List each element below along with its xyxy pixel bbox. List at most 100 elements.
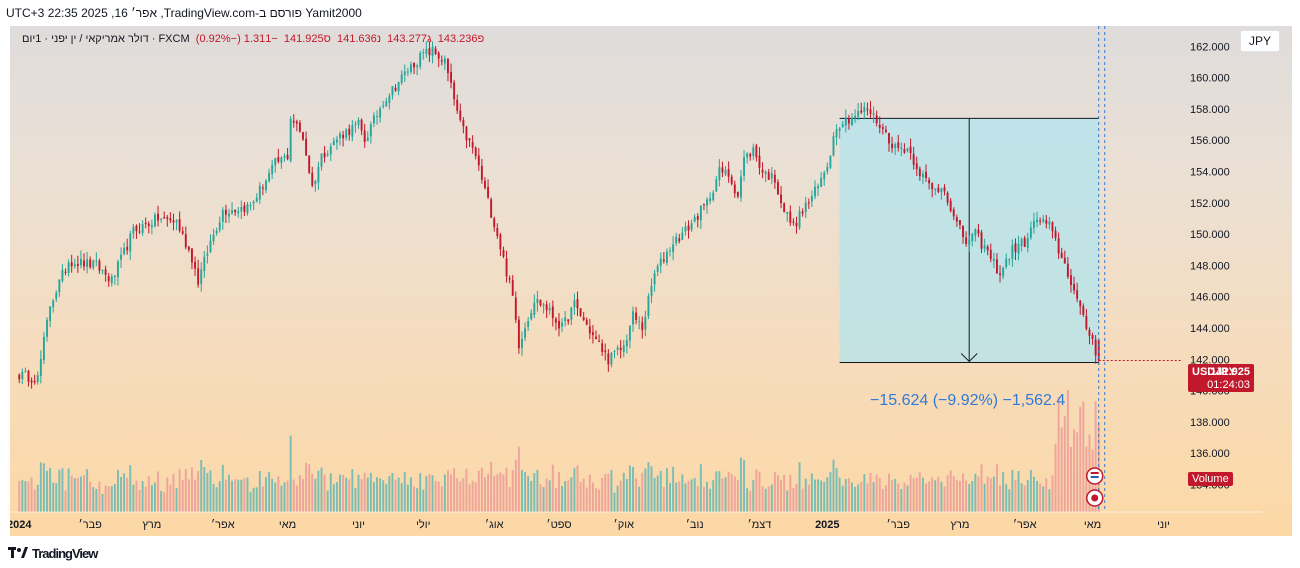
volume-bar [721, 478, 724, 512]
volume-bar [937, 476, 940, 512]
volume-bar [409, 477, 412, 512]
candle-body [1085, 315, 1088, 330]
candle-body [903, 149, 906, 153]
volume-bar [64, 490, 67, 512]
candle-body [280, 157, 283, 163]
candle-body [835, 129, 838, 137]
measure-arrow-head [960, 353, 978, 363]
volume-bar [807, 484, 810, 512]
volume-bar [884, 485, 887, 512]
price-axis: 134.000136.000138.000140.000142.000144.0… [1190, 41, 1230, 491]
volume-bar [548, 480, 551, 512]
candle-body [573, 300, 576, 307]
candle-body [709, 198, 712, 201]
candle-body [397, 82, 400, 92]
candlestick-chart[interactable]: 134.000136.000138.000140.000142.000144.0… [10, 26, 1292, 536]
volume-bar [252, 487, 255, 512]
candle-body [184, 234, 187, 248]
candle-body [687, 225, 690, 231]
volume-bar [456, 478, 459, 512]
candle-body [61, 270, 64, 281]
candle-body [67, 262, 70, 273]
candle-body [1051, 222, 1054, 232]
candle-body [847, 118, 850, 124]
candle-body [616, 347, 619, 350]
volume-bar [872, 482, 875, 512]
price-tick-label: 146.000 [1190, 292, 1230, 304]
volume-bar [514, 459, 517, 512]
candle-body [42, 336, 45, 361]
candle-body [567, 319, 570, 322]
candle-body [638, 321, 641, 323]
volume-bar [968, 484, 971, 512]
candle-body [369, 124, 372, 137]
volume-bar [838, 477, 841, 512]
volume-bar [844, 478, 847, 512]
volume-bar [610, 469, 613, 512]
currency-button[interactable]: JPY [1240, 30, 1280, 52]
volume-bar [792, 488, 795, 512]
candle-body [246, 204, 249, 214]
volume-bar [46, 470, 48, 512]
measure-label: −15.624 (−9.92%) −1,562.4 [870, 392, 1066, 409]
candle-body [474, 147, 477, 156]
volume-bar [181, 479, 184, 512]
volume-bar [49, 468, 52, 512]
candle-body [934, 188, 937, 191]
candle-body [490, 199, 493, 218]
volume-bar [746, 488, 749, 512]
candle-body [305, 138, 308, 156]
price-tick-label: 150.000 [1190, 229, 1230, 241]
volume-bar [823, 482, 826, 512]
volume-bar [24, 481, 27, 512]
volume-bar [542, 487, 545, 512]
volume-bar [983, 483, 986, 512]
volume-bar [354, 487, 357, 512]
volume-bar [659, 470, 662, 512]
candle-body [329, 146, 332, 155]
candle-body [274, 158, 277, 166]
candle-body [971, 233, 974, 242]
volume-bar [271, 478, 274, 512]
volume-bar [582, 478, 585, 512]
candle-body [539, 299, 542, 306]
candle-body [869, 109, 872, 114]
volume-bar [900, 489, 903, 512]
candle-body [965, 237, 968, 245]
candle-body [200, 269, 203, 284]
volume-bar [835, 467, 838, 512]
volume-bar [499, 472, 502, 512]
candle-body [289, 118, 292, 161]
candle-body [656, 265, 659, 272]
volume-bar [422, 489, 425, 512]
candle-body [810, 196, 813, 202]
volume-bar [339, 474, 341, 512]
volume-bar [261, 486, 264, 512]
candle-body [761, 169, 764, 173]
volume-bar [206, 473, 209, 512]
volume-bar [558, 471, 560, 512]
candle-body [740, 176, 742, 198]
volume-bar [786, 490, 789, 512]
volume-bar [1020, 483, 1023, 512]
volume-bar [388, 475, 391, 512]
candle-body [1014, 243, 1017, 253]
candle-body [283, 155, 286, 158]
candle-body [317, 166, 320, 183]
volume-bar [1002, 472, 1005, 512]
volume-bar [992, 476, 995, 512]
candle-body [1020, 239, 1023, 246]
open-label: פ [477, 33, 485, 45]
candle-body [672, 244, 675, 253]
volume-bar [246, 477, 249, 512]
candle-body [928, 179, 931, 184]
volume-bar [141, 481, 144, 512]
candle-body [644, 317, 647, 330]
candle-body [385, 101, 388, 107]
volume-bar [76, 477, 79, 512]
volume-bar [27, 481, 30, 512]
symbol-description: דולר אמריקאי / ין יפני · 1יום · FXCM [22, 33, 190, 45]
candle-body [406, 71, 409, 73]
chart-area[interactable]: 134.000136.000138.000140.000142.000144.0… [10, 26, 1292, 536]
volume-bar [545, 478, 548, 512]
